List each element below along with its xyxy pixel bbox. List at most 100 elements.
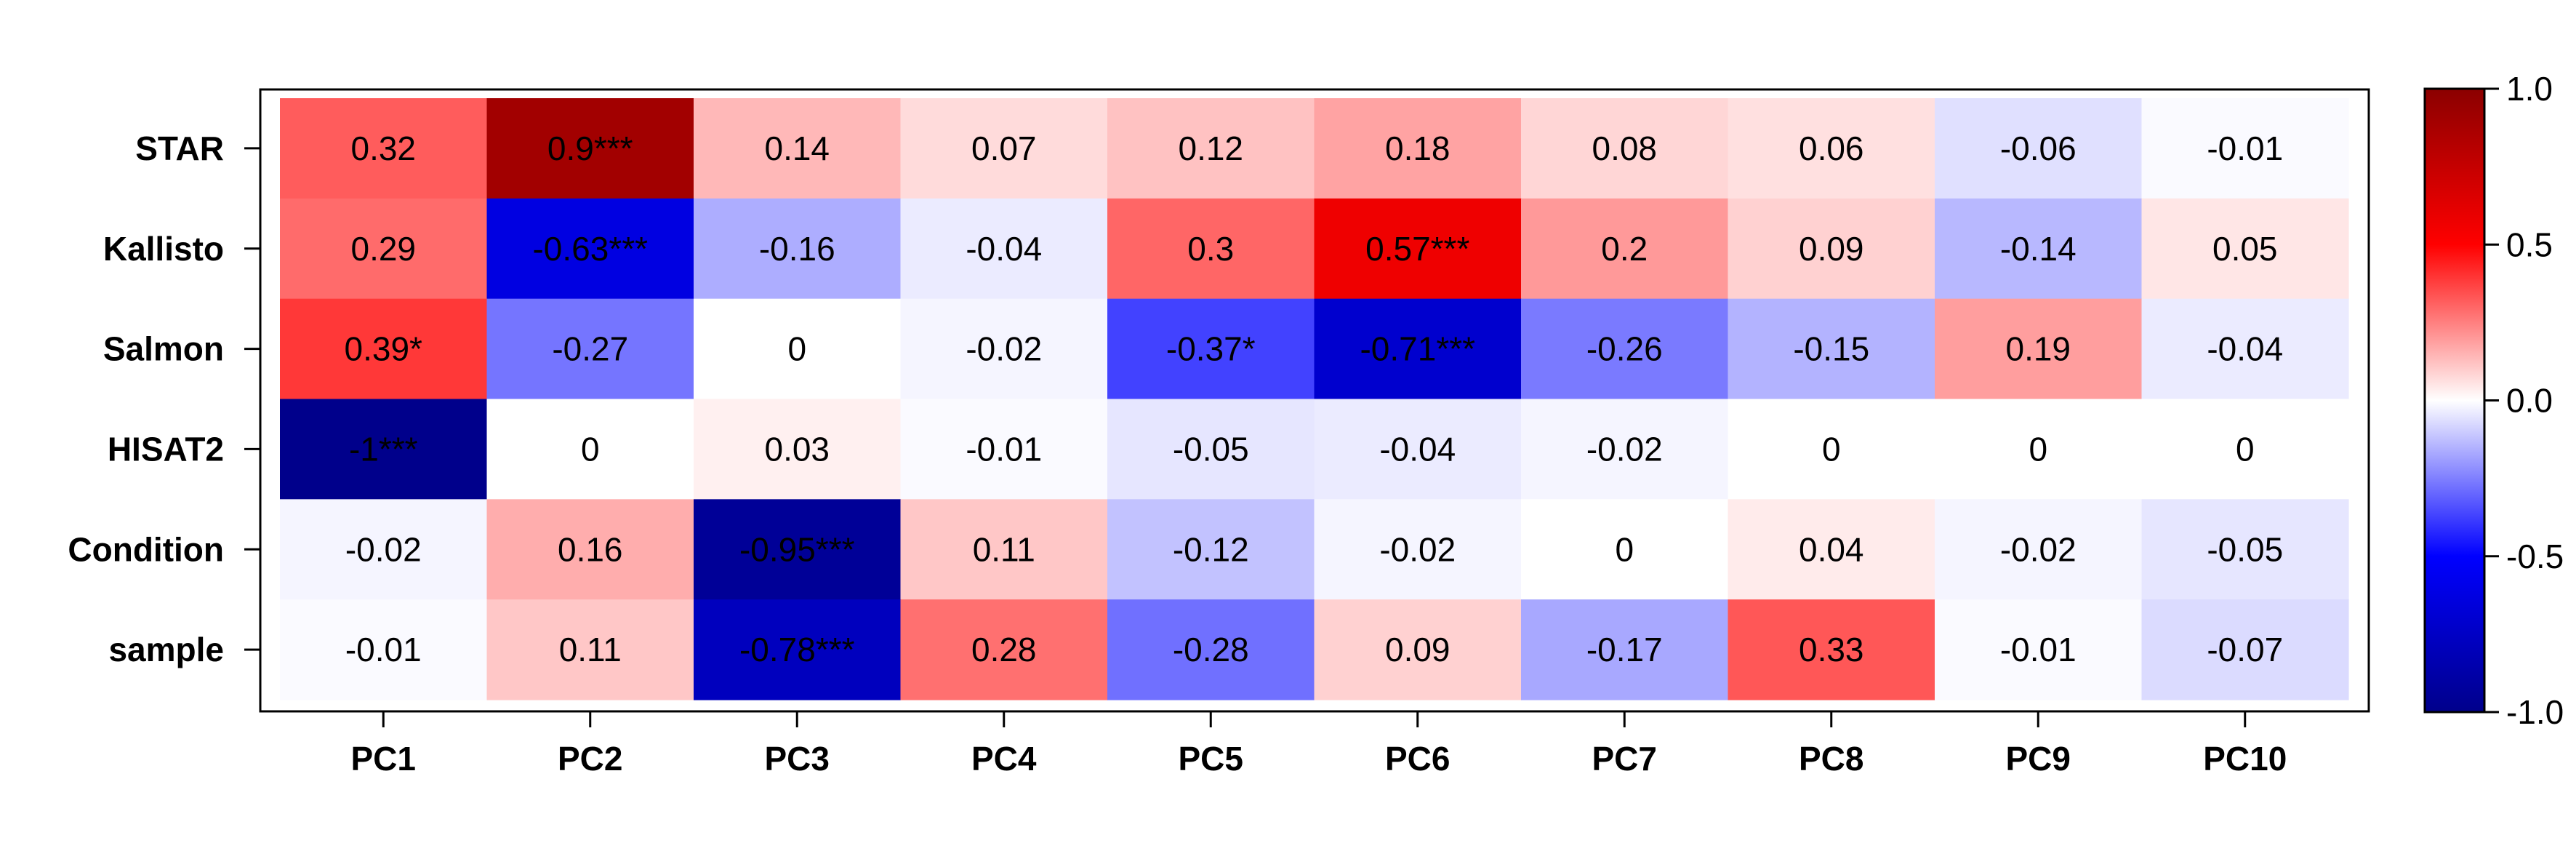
cell-value-label: -0.05: [2207, 530, 2283, 568]
heatmap-cell-sample-pc10: [2141, 599, 2349, 700]
cell-value-label: 0.07: [971, 129, 1037, 167]
column-label-pc5: PC5: [1179, 740, 1243, 778]
cell-value-label: -1***: [349, 430, 418, 468]
cell-value-label: 0.57***: [1365, 230, 1469, 268]
heatmap-cell-sample-pc2: [486, 599, 694, 700]
heatmap-cell-sample-pc9: [1935, 599, 2143, 700]
cell-value-label: -0.04: [2207, 330, 2283, 368]
column-label-pc9: PC9: [2006, 740, 2071, 778]
cell-value-label: 0.09: [1799, 230, 1864, 268]
cell-value-label: -0.17: [1586, 631, 1663, 668]
heatmap-cell-kallisto-pc7: [1521, 198, 1729, 300]
heatmap-cell-star-pc7: [1521, 98, 1729, 199]
row-label-star: STAR: [135, 129, 224, 167]
cell-value-label: -0.04: [1379, 430, 1456, 468]
heatmap-cell-kallisto-pc4: [900, 198, 1108, 300]
heatmap-cell-hisat2-pc4: [900, 399, 1108, 500]
heatmap-cell-sample-pc3: [694, 599, 902, 700]
heatmap-cell-kallisto-pc6: [1314, 198, 1522, 300]
cell-value-label: -0.26: [1586, 330, 1663, 368]
heatmap-cell-condition-pc2: [486, 499, 694, 600]
cell-value-label: -0.02: [345, 530, 422, 568]
cell-value-label: 0.18: [1385, 129, 1450, 167]
heatmap-cell-hisat2-pc1: [280, 399, 488, 500]
cell-value-label: 0.3: [1187, 230, 1234, 268]
heatmap-cell-sample-pc6: [1314, 599, 1522, 700]
heatmap-cell-condition-pc6: [1314, 499, 1522, 600]
cell-value-label: 0.11: [973, 530, 1035, 568]
cell-value-label: 0.11: [559, 631, 622, 668]
heatmap-cell-salmon-pc3: [694, 298, 902, 400]
cell-value-label: 0: [1822, 430, 1841, 468]
heatmap-cell-kallisto-pc2: [486, 198, 694, 300]
heatmap-cell-salmon-pc9: [1935, 298, 2143, 400]
cell-value-label: -0.04: [966, 230, 1042, 268]
column-label-pc3: PC3: [765, 740, 830, 778]
cell-value-label: 0.33: [1799, 631, 1864, 668]
cell-value-label: 0: [1615, 530, 1634, 568]
column-label-pc1: PC1: [351, 740, 416, 778]
plot-border: [259, 88, 2370, 713]
colorbar-gradient: [2423, 87, 2486, 714]
heatmap-cell-salmon-pc6: [1314, 298, 1522, 400]
cell-value-label: -0.02: [1379, 530, 1456, 568]
cell-value-label: -0.14: [2000, 230, 2077, 268]
heatmap-cell-condition-pc10: [2141, 499, 2349, 600]
heatmap-cell-condition-pc7: [1521, 499, 1729, 600]
cell-value-label: -0.07: [2207, 631, 2283, 668]
row-label-kallisto: Kallisto: [103, 230, 224, 268]
heatmap-cell-star-pc2: [486, 98, 694, 199]
column-axis: PC1 PC2 PC3 PC4 PC5 PC6 PC7 PC8 PC9 PC10: [351, 711, 2287, 778]
cell-value-label: 0.29: [350, 230, 416, 268]
heatmap-cell-condition-pc9: [1935, 499, 2143, 600]
heatmap-cells: [280, 98, 2349, 700]
cell-value-label: -0.15: [1793, 330, 1869, 368]
cell-value-label: 0.19: [2005, 330, 2071, 368]
cell-value-label: -0.02: [2000, 530, 2077, 568]
colorbar-tick-label: -0.5: [2506, 538, 2564, 575]
cell-value-label: -0.71***: [1360, 330, 1475, 368]
heatmap-cell-salmon-pc7: [1521, 298, 1729, 400]
heatmap-cell-kallisto-pc1: [280, 198, 488, 300]
cell-value-label: -0.16: [759, 230, 835, 268]
cell-value-label: 0.14: [764, 129, 830, 167]
column-label-pc6: PC6: [1385, 740, 1450, 778]
cell-value-label: 0.08: [1592, 129, 1657, 167]
heatmap-cell-star-pc4: [900, 98, 1108, 199]
heatmap-cell-condition-pc4: [900, 499, 1108, 600]
heatmap-cell-salmon-pc2: [486, 298, 694, 400]
cell-value-label: -0.06: [2000, 129, 2077, 167]
column-label-pc4: PC4: [971, 740, 1037, 778]
cell-value-label: -0.02: [966, 330, 1042, 368]
heatmap-cell-hisat2-pc10: [2141, 399, 2349, 500]
cell-value-label: 0: [581, 430, 600, 468]
row-label-condition: Condition: [68, 530, 224, 568]
heatmap-cell-star-pc8: [1728, 98, 1935, 199]
column-label-pc2: PC2: [558, 740, 622, 778]
heatmap-cell-labels: 0.32 0.9*** 0.14 0.07 0.12 0.18 0.08 0.06 -0.06 -…: [345, 129, 2284, 668]
cell-value-label: 0.09: [1385, 631, 1450, 668]
row-axis: STAR Kallisto Salmon HISAT2 Condition sample: [68, 129, 260, 668]
heatmap-cell-star-pc3: [694, 98, 902, 199]
heatmap-cell-salmon-pc4: [900, 298, 1108, 400]
heatmap-cell-kallisto-pc10: [2141, 198, 2349, 300]
heatmap-cell-sample-pc5: [1107, 599, 1315, 700]
heatmap-cell-sample-pc4: [900, 599, 1108, 700]
cell-value-label: -0.01: [345, 631, 422, 668]
heatmap-cell-star-pc6: [1314, 98, 1522, 199]
heatmap-cell-kallisto-pc9: [1935, 198, 2143, 300]
cell-value-label: 0.12: [1178, 129, 1243, 167]
colorbar-legend: 1.0 0.5 0.0 -0.5 -1.0: [2423, 70, 2564, 731]
cell-value-label: -0.63***: [532, 230, 648, 268]
cell-value-label: -0.37*: [1166, 330, 1256, 368]
heatmap-cell-sample-pc7: [1521, 599, 1729, 700]
colorbar-tick-label: 0.0: [2506, 382, 2553, 420]
heatmap-cell-hisat2-pc9: [1935, 399, 2143, 500]
heatmap-cell-kallisto-pc8: [1728, 198, 1935, 300]
cell-value-label: -0.01: [2000, 631, 2077, 668]
column-label-pc8: PC8: [1799, 740, 1863, 778]
heatmap-cell-hisat2-pc2: [486, 399, 694, 500]
heatmap-cell-kallisto-pc5: [1107, 198, 1315, 300]
cell-value-label: -0.01: [2207, 129, 2283, 167]
